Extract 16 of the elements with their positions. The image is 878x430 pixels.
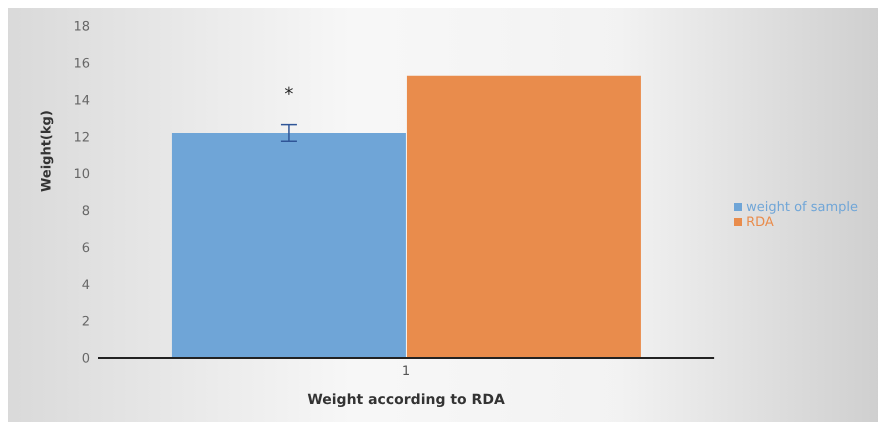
x-tick-label: 1 bbox=[402, 364, 410, 380]
y-tick-label: 0 bbox=[82, 352, 90, 367]
legend-label: RDA bbox=[746, 215, 774, 230]
y-tick-label: 16 bbox=[73, 56, 90, 72]
x-axis-title: Weight according to RDA bbox=[307, 392, 505, 408]
y-tick-label: 14 bbox=[73, 93, 90, 108]
legend-label: weight of sample bbox=[746, 200, 858, 215]
y-tick-label: 6 bbox=[82, 240, 90, 256]
y-tick-label: 18 bbox=[73, 20, 90, 35]
y-tick-label: 8 bbox=[82, 204, 90, 220]
y-tick-label: 10 bbox=[73, 167, 90, 182]
annotation: * bbox=[284, 84, 294, 105]
y-axis-title: Weight(kg) bbox=[40, 110, 55, 192]
y-tick-label: 2 bbox=[82, 314, 90, 330]
y-tick-label: 12 bbox=[73, 130, 90, 146]
y-tick-label: 4 bbox=[82, 278, 90, 293]
